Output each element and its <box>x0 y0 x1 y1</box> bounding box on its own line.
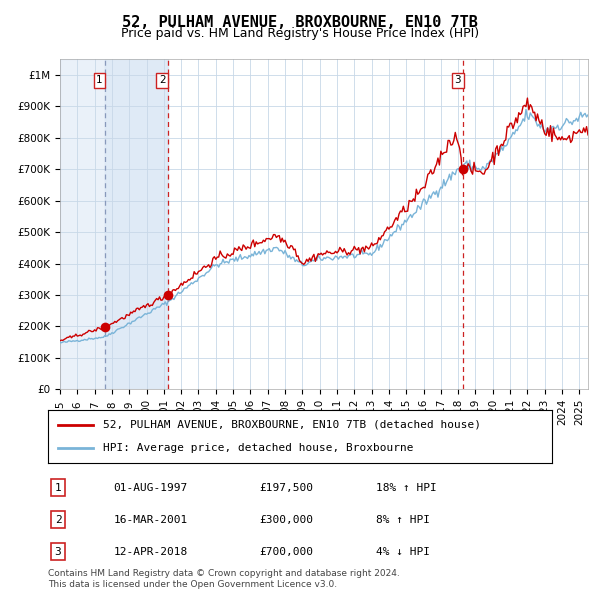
Text: £197,500: £197,500 <box>260 483 314 493</box>
Text: 12-APR-2018: 12-APR-2018 <box>113 547 188 557</box>
Text: 52, PULHAM AVENUE, BROXBOURNE, EN10 7TB: 52, PULHAM AVENUE, BROXBOURNE, EN10 7TB <box>122 15 478 30</box>
Text: 8% ↑ HPI: 8% ↑ HPI <box>376 514 430 525</box>
Text: 52, PULHAM AVENUE, BROXBOURNE, EN10 7TB (detached house): 52, PULHAM AVENUE, BROXBOURNE, EN10 7TB … <box>103 420 481 430</box>
Text: 3: 3 <box>55 547 61 557</box>
Text: Contains HM Land Registry data © Crown copyright and database right 2024.
This d: Contains HM Land Registry data © Crown c… <box>48 569 400 589</box>
Text: £300,000: £300,000 <box>260 514 314 525</box>
Text: Price paid vs. HM Land Registry's House Price Index (HPI): Price paid vs. HM Land Registry's House … <box>121 27 479 40</box>
Text: 01-AUG-1997: 01-AUG-1997 <box>113 483 188 493</box>
Text: 1: 1 <box>55 483 61 493</box>
Text: £700,000: £700,000 <box>260 547 314 557</box>
Text: HPI: Average price, detached house, Broxbourne: HPI: Average price, detached house, Brox… <box>103 443 414 453</box>
Bar <box>60 59 104 389</box>
Text: 18% ↑ HPI: 18% ↑ HPI <box>376 483 436 493</box>
Bar <box>104 59 167 389</box>
Text: 4% ↓ HPI: 4% ↓ HPI <box>376 547 430 557</box>
Text: 3: 3 <box>455 76 461 86</box>
Text: 1: 1 <box>96 76 103 86</box>
Text: 16-MAR-2001: 16-MAR-2001 <box>113 514 188 525</box>
Text: 2: 2 <box>55 514 61 525</box>
Text: 2: 2 <box>159 76 166 86</box>
